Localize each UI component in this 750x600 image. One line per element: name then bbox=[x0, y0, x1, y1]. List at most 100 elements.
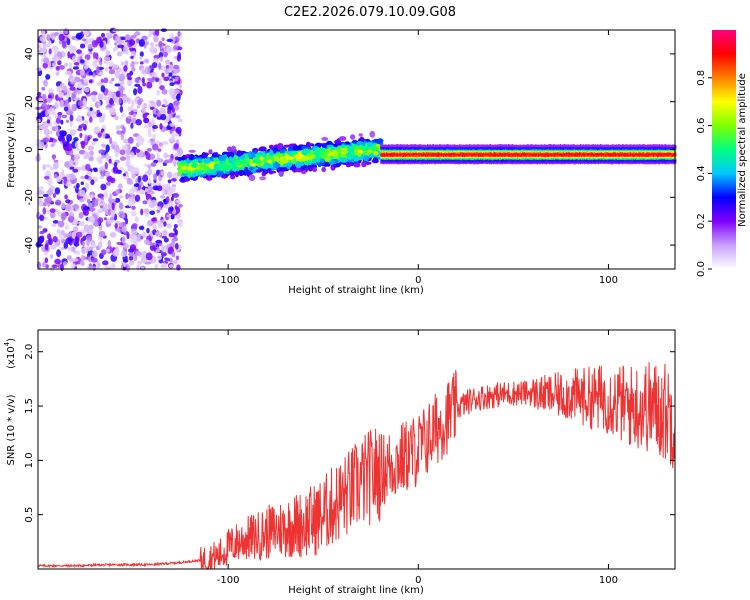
spectrogram-cell bbox=[175, 199, 182, 204]
spectrogram-cell bbox=[438, 148, 440, 151]
spectrogram-cell bbox=[147, 198, 152, 205]
spectrogram-cell bbox=[37, 200, 45, 207]
spectrogram-cell bbox=[43, 79, 48, 87]
spectrogram-cell bbox=[388, 147, 391, 150]
spectrogram-cell bbox=[429, 150, 431, 153]
spectrogram-cell bbox=[174, 205, 178, 210]
spectrogram-cell bbox=[163, 237, 169, 243]
spectrogram-cell bbox=[169, 82, 175, 86]
spectrogram-cell bbox=[490, 162, 492, 165]
spectrogram-cell bbox=[487, 149, 489, 152]
spectrogram-cell bbox=[405, 157, 408, 160]
spectrogram-cell bbox=[418, 147, 420, 150]
spectrogram-cell bbox=[441, 144, 443, 147]
spectrogram-cell bbox=[123, 138, 130, 144]
spectrogram-cell bbox=[461, 149, 463, 153]
spectrogram-cell bbox=[429, 148, 431, 152]
spectrogram-cell bbox=[477, 153, 479, 156]
spectrogram-cell bbox=[497, 150, 499, 153]
spectrogram-cell bbox=[499, 153, 501, 156]
spectrogram-cell bbox=[492, 150, 494, 153]
spectrogram-cell bbox=[486, 155, 489, 159]
spectrogram-cell bbox=[464, 159, 467, 162]
spectrogram-cell bbox=[420, 153, 422, 156]
spectrogram-cell bbox=[482, 157, 484, 160]
spectrogram-cell bbox=[415, 154, 417, 157]
spectrogram-cell bbox=[434, 157, 436, 160]
spectrogram-cell bbox=[481, 158, 483, 162]
spectrogram-cell bbox=[81, 254, 85, 262]
spectrogram-cell bbox=[86, 198, 91, 204]
spectrogram-cell bbox=[148, 100, 156, 104]
spectrogram-cell bbox=[517, 154, 519, 158]
spectrogram-cell bbox=[485, 151, 488, 155]
spectrogram-cell bbox=[101, 154, 106, 159]
spectrogram-cell bbox=[39, 36, 47, 42]
spectrogram-cell bbox=[153, 35, 159, 43]
spectrogram-cell bbox=[520, 156, 522, 159]
spectrogram-cell bbox=[477, 162, 479, 165]
spectrogram-cell bbox=[156, 99, 162, 107]
spectrogram-cell bbox=[384, 150, 386, 153]
spectrogram-cell bbox=[501, 148, 503, 152]
spectrogram-cell bbox=[458, 148, 460, 151]
spectrogram-cell bbox=[459, 161, 461, 165]
spectrogram-cell bbox=[456, 157, 458, 160]
spectrogram-cell bbox=[454, 154, 456, 157]
spectrogram-cell bbox=[154, 186, 158, 191]
spectrogram-cell bbox=[479, 158, 481, 162]
spectrogram-cell bbox=[435, 150, 437, 153]
spectrogram-cell bbox=[134, 194, 141, 202]
spectrogram-cell bbox=[114, 115, 119, 121]
spectrogram-cell bbox=[506, 153, 508, 156]
spectrogram-cell bbox=[116, 125, 121, 130]
spectrogram-cell bbox=[152, 125, 159, 129]
spectrogram-cell bbox=[312, 158, 317, 164]
spectrogram-cell bbox=[462, 144, 464, 148]
spectrogram-cell bbox=[144, 67, 148, 75]
spectrogram-cell bbox=[358, 133, 363, 137]
spectrogram-cell bbox=[142, 231, 147, 238]
spectrogram-cell bbox=[498, 154, 500, 157]
spectrogram-cell bbox=[474, 154, 476, 157]
spectrogram-cell bbox=[386, 160, 389, 163]
spectrogram-cell bbox=[503, 145, 506, 149]
spectrogram-cell bbox=[473, 146, 475, 149]
spectrogram-cell bbox=[436, 158, 438, 162]
spectrogram-cell bbox=[444, 147, 447, 151]
spectrogram-cell bbox=[427, 160, 430, 163]
spectrogram-cell bbox=[467, 154, 469, 157]
spectrogram-cell bbox=[159, 142, 163, 148]
spectrogram-cell bbox=[413, 158, 415, 162]
spectrogram-cell bbox=[497, 161, 499, 165]
spectrogram-cell bbox=[459, 158, 461, 162]
spectrogram-cell bbox=[443, 147, 445, 150]
spectrogram-cell bbox=[482, 148, 484, 152]
spectrogram-cell bbox=[482, 147, 485, 150]
spectrogram-cell bbox=[457, 148, 459, 152]
spectrogram-cell bbox=[355, 161, 360, 167]
spectrogram-cell bbox=[205, 158, 211, 164]
spectrogram-cell bbox=[213, 163, 221, 171]
spectrogram-cell bbox=[486, 145, 489, 149]
spectrogram-cell bbox=[513, 155, 515, 159]
spectrogram-cell bbox=[357, 152, 362, 157]
spectrogram-cell bbox=[175, 126, 182, 134]
spectrogram-cell bbox=[252, 156, 260, 161]
spectrogram-cell bbox=[517, 147, 519, 150]
spectrogram-cell bbox=[284, 154, 291, 162]
spectrogram-cell bbox=[211, 168, 217, 173]
spectrogram-cell bbox=[438, 158, 440, 161]
spectrogram-cell bbox=[450, 154, 452, 158]
spectrogram-cell bbox=[441, 156, 443, 159]
spectrogram-cell bbox=[392, 161, 394, 165]
spectrogram-cell bbox=[401, 160, 403, 163]
spectrogram-cell bbox=[495, 146, 497, 149]
spectrogram-cell bbox=[518, 148, 520, 152]
spectrogram-cell bbox=[121, 113, 126, 118]
spectrogram-cell bbox=[119, 156, 126, 161]
spectrogram-cell bbox=[402, 161, 404, 165]
spectrogram-cell bbox=[413, 146, 415, 149]
spectrogram-cell bbox=[147, 164, 152, 169]
spectrogram-cell bbox=[504, 155, 507, 159]
